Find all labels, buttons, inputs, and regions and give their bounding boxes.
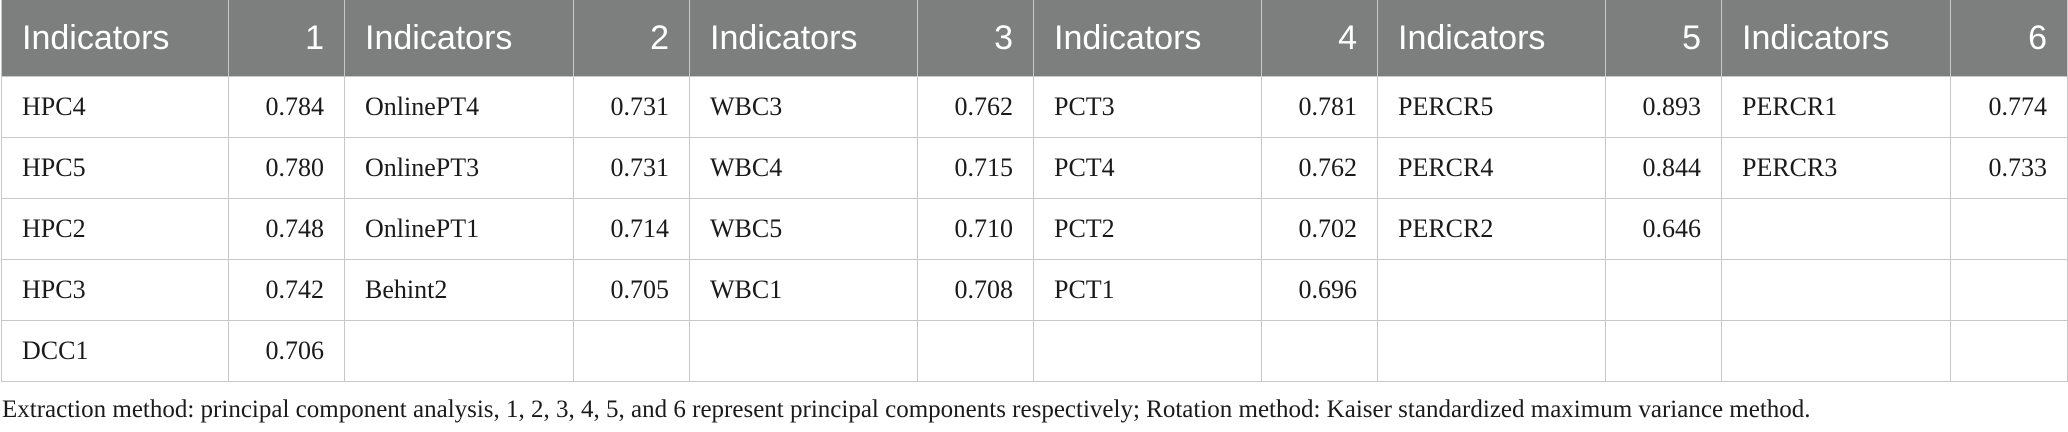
indicator-cell: HPC4: [1, 76, 229, 138]
component-header: 1: [228, 0, 345, 77]
table-row: HPC5 0.780 OnlinePT3 0.731 WBC4 0.715 PC…: [1, 137, 2068, 199]
loading-cell: 0.696: [1261, 259, 1378, 321]
indicators-header: Indicators: [1377, 0, 1606, 77]
indicator-cell: Behint2: [344, 259, 574, 321]
table-row: HPC3 0.742 Behint2 0.705 WBC1 0.708 PCT1…: [1, 259, 2068, 321]
indicator-cell: PCT3: [1033, 76, 1262, 138]
indicator-cell: HPC2: [1, 198, 229, 260]
indicator-cell: HPC5: [1, 137, 229, 199]
loading-cell: 0.893: [1605, 76, 1722, 138]
table-row: DCC1 0.706: [1, 320, 2068, 382]
indicator-cell: [1377, 259, 1606, 321]
loading-cell: 0.780: [228, 137, 345, 199]
loading-cell: 0.781: [1261, 76, 1378, 138]
indicator-cell: [344, 320, 574, 382]
indicator-cell: DCC1: [1, 320, 229, 382]
component-header: 2: [573, 0, 690, 77]
component-header: 5: [1605, 0, 1722, 77]
indicator-cell: PERCR4: [1377, 137, 1606, 199]
indicators-header: Indicators: [1721, 0, 1951, 77]
loading-cell: 0.844: [1605, 137, 1722, 199]
indicator-cell: PCT2: [1033, 198, 1262, 260]
loading-cell: 0.708: [917, 259, 1034, 321]
indicators-header: Indicators: [344, 0, 574, 77]
loading-cell: [1950, 320, 2068, 382]
loading-cell: [1605, 320, 1722, 382]
indicator-cell: PERCR2: [1377, 198, 1606, 260]
loading-cell: 0.731: [573, 76, 690, 138]
indicator-cell: PERCR5: [1377, 76, 1606, 138]
indicator-cell: PERCR3: [1721, 137, 1951, 199]
indicators-header: Indicators: [1, 0, 229, 77]
indicator-cell: WBC3: [689, 76, 918, 138]
loading-cell: 0.742: [228, 259, 345, 321]
indicator-cell: WBC4: [689, 137, 918, 199]
indicator-cell: PERCR1: [1721, 76, 1951, 138]
indicator-cell: OnlinePT4: [344, 76, 574, 138]
loading-cell: 0.710: [917, 198, 1034, 260]
indicator-cell: PCT4: [1033, 137, 1262, 199]
indicator-cell: [1721, 198, 1951, 260]
loading-cell: 0.733: [1950, 137, 2068, 199]
indicator-cell: [1721, 259, 1951, 321]
loading-cell: 0.762: [917, 76, 1034, 138]
loading-cell: 0.762: [1261, 137, 1378, 199]
indicator-cell: HPC3: [1, 259, 229, 321]
loading-cell: 0.646: [1605, 198, 1722, 260]
table-row: HPC4 0.784 OnlinePT4 0.731 WBC3 0.762 PC…: [1, 76, 2068, 138]
loading-cell: 0.774: [1950, 76, 2068, 138]
component-header: 6: [1950, 0, 2068, 77]
indicator-cell: [689, 320, 918, 382]
loading-cell: 0.731: [573, 137, 690, 199]
indicator-cell: [1721, 320, 1951, 382]
table-container: Indicators 1 Indicators 2 Indicators 3 I…: [1, 0, 2068, 382]
loading-cell: 0.706: [228, 320, 345, 382]
loading-cell: [1261, 320, 1378, 382]
component-header: 4: [1261, 0, 1378, 77]
header-row: Indicators 1 Indicators 2 Indicators 3 I…: [1, 0, 2068, 77]
loading-cell: 0.714: [573, 198, 690, 260]
table-footnote: Extraction method: principal component a…: [2, 396, 1811, 423]
loading-cell: 0.702: [1261, 198, 1378, 260]
loading-cell: 0.748: [228, 198, 345, 260]
component-loadings-table: Indicators 1 Indicators 2 Indicators 3 I…: [1, 0, 2068, 382]
component-header: 3: [917, 0, 1034, 77]
loading-cell: [573, 320, 690, 382]
loading-cell: [917, 320, 1034, 382]
indicator-cell: WBC1: [689, 259, 918, 321]
indicators-header: Indicators: [689, 0, 918, 77]
indicator-cell: OnlinePT1: [344, 198, 574, 260]
table-row: HPC2 0.748 OnlinePT1 0.714 WBC5 0.710 PC…: [1, 198, 2068, 260]
indicator-cell: [1033, 320, 1262, 382]
loading-cell: 0.715: [917, 137, 1034, 199]
loading-cell: 0.705: [573, 259, 690, 321]
loading-cell: [1950, 198, 2068, 260]
indicators-header: Indicators: [1033, 0, 1262, 77]
loading-cell: [1950, 259, 2068, 321]
indicator-cell: PCT1: [1033, 259, 1262, 321]
loading-cell: 0.784: [228, 76, 345, 138]
indicator-cell: WBC5: [689, 198, 918, 260]
loading-cell: [1605, 259, 1722, 321]
indicator-cell: [1377, 320, 1606, 382]
indicator-cell: OnlinePT3: [344, 137, 574, 199]
